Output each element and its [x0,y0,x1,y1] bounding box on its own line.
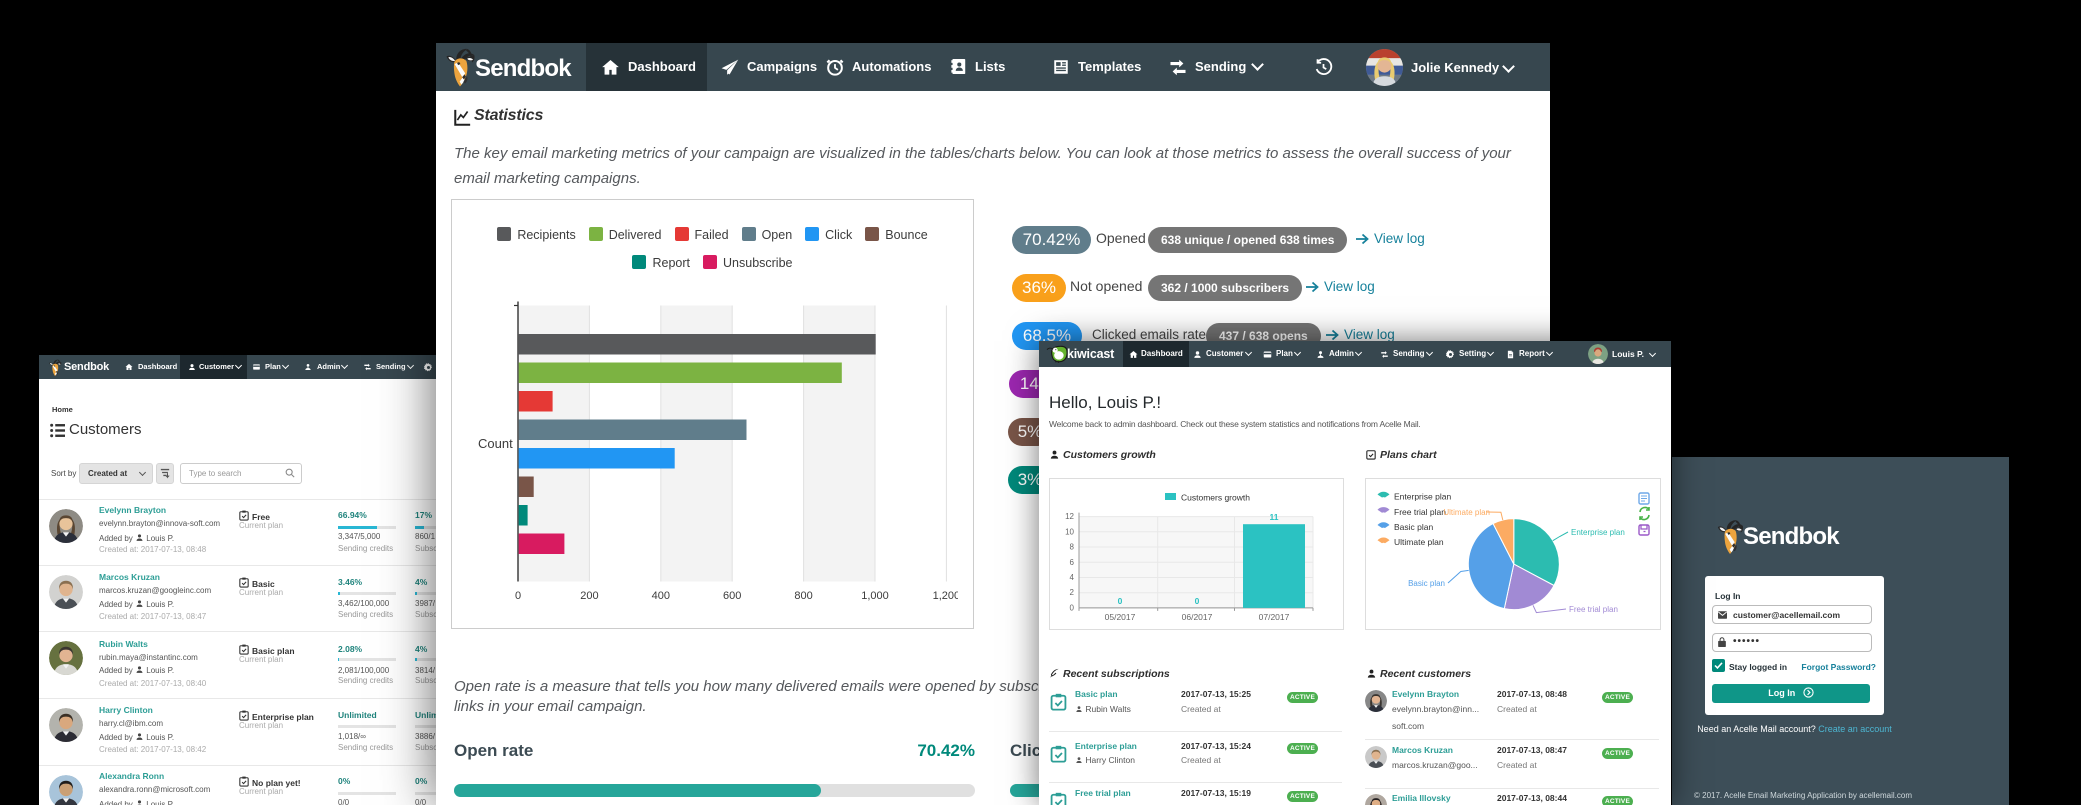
svg-text:Enterprise plan: Enterprise plan [1571,528,1625,537]
svg-text:1,200: 1,200 [933,590,958,602]
svg-text:600: 600 [723,590,741,602]
svg-text:400: 400 [652,590,670,602]
svg-text:Basic plan: Basic plan [1394,522,1433,532]
svg-text:Basic plan: Basic plan [1408,579,1445,588]
svg-text:Enterprise plan: Enterprise plan [1394,492,1451,502]
svg-text:Customers growth: Customers growth [1181,493,1250,503]
svg-text:0: 0 [1118,596,1123,606]
svg-text:Ultimate plan: Ultimate plan [1443,508,1490,517]
svg-text:06/2017: 06/2017 [1182,612,1213,622]
svg-text:8: 8 [1070,543,1075,552]
svg-text:Free trial plan: Free trial plan [1569,605,1618,614]
svg-text:0: 0 [1195,596,1200,606]
svg-text:05/2017: 05/2017 [1105,612,1136,622]
svg-text:800: 800 [794,590,812,602]
svg-text:0: 0 [515,590,521,602]
svg-text:0: 0 [1070,603,1075,612]
svg-text:12: 12 [1065,512,1074,521]
svg-text:4: 4 [1070,573,1075,582]
svg-text:10: 10 [1065,527,1074,536]
svg-text:07/2017: 07/2017 [1259,612,1290,622]
svg-text:2: 2 [1070,588,1075,597]
svg-text:1,000: 1,000 [861,590,889,602]
svg-text:11: 11 [1270,512,1279,522]
svg-text:Free trial plan: Free trial plan [1394,507,1446,517]
svg-text:200: 200 [580,590,598,602]
svg-text:Ultimate plan: Ultimate plan [1394,537,1444,547]
svg-text:6: 6 [1070,558,1075,567]
